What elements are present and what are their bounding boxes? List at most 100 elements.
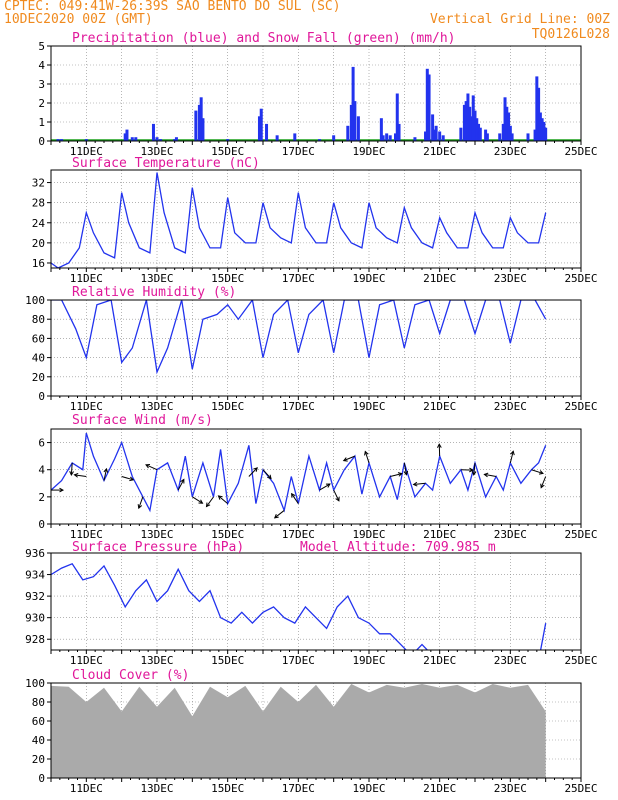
- wind-arrow-head: [469, 467, 474, 473]
- wind-arrow-head: [342, 457, 348, 462]
- precip-bar: [503, 97, 507, 141]
- grid-note: Vertical Grid Line: 00Z: [429, 12, 610, 27]
- precip-bar: [356, 116, 360, 141]
- precip-bar: [130, 137, 134, 141]
- x-tick-label: 21DEC: [423, 654, 456, 667]
- precip-bar: [259, 108, 263, 141]
- wind-arrow-head: [198, 499, 204, 504]
- x-tick-label: 25DEC: [564, 400, 597, 413]
- precip-bar: [498, 133, 502, 141]
- precip-bar: [537, 87, 541, 141]
- x-tick-label: 13DEC: [140, 145, 173, 158]
- wind-arrow: [319, 483, 331, 491]
- cloud-title: Cloud Cover (%): [72, 668, 189, 683]
- wind-arrow: [343, 455, 356, 462]
- pressure-title: Surface Pressure (hPa): [72, 540, 244, 555]
- temperature-panel: 16 20 24 28 32 11DEC 13DEC 15DEC 17DEC 19DEC 21DEC…: [32, 156, 598, 285]
- x-tick-label: 17DEC: [282, 400, 315, 413]
- x-tick-label: 13DEC: [140, 528, 173, 541]
- y-tick-label: 0: [38, 135, 45, 148]
- x-tick-label: 21DEC: [423, 272, 456, 285]
- y-tick-label: 0: [38, 772, 45, 785]
- wind-arrow: [103, 468, 107, 481]
- wind-panel: 0 2 4 6 11DEC 13DEC 15DEC 17DEC 19DEC 21DEC 23DEC 2…: [38, 413, 597, 541]
- precip-plot: [51, 66, 581, 141]
- x-tick-label: 23DEC: [494, 782, 527, 795]
- y-tick-label: 1: [38, 116, 45, 129]
- precip-bar: [501, 123, 505, 141]
- y-tick-label: 20: [32, 371, 45, 384]
- wind-arrow: [274, 510, 285, 519]
- x-tick-label: 19DEC: [352, 782, 385, 795]
- x-tick-label: 21DEC: [423, 400, 456, 413]
- precip-bar: [505, 106, 509, 141]
- y-tick-label: 930: [25, 612, 45, 625]
- precip-bar: [293, 133, 297, 141]
- x-tick-label: 25DEC: [564, 782, 597, 795]
- precip-bar: [477, 123, 481, 141]
- wind-arrow: [192, 496, 203, 504]
- precip-bar: [485, 133, 489, 141]
- wind-arrow-head: [267, 474, 272, 480]
- precip-bar: [201, 118, 205, 141]
- y-tick-label: 28: [32, 197, 45, 210]
- precip-bar: [125, 129, 129, 141]
- x-tick-label: 19DEC: [352, 145, 385, 158]
- x-tick-label: 23DEC: [494, 145, 527, 158]
- wind-arrow-head: [137, 504, 143, 510]
- x-tick-label: 17DEC: [282, 272, 315, 285]
- precip-bar: [385, 133, 389, 141]
- wind-arrow-head: [412, 481, 418, 487]
- x-tick-label: 13DEC: [140, 272, 173, 285]
- x-tick-label: 21DEC: [423, 528, 456, 541]
- y-tick-label: 20: [32, 237, 45, 250]
- precip-bar: [469, 116, 473, 141]
- wind-arrow: [138, 496, 144, 509]
- wind-arrow-head: [437, 443, 442, 448]
- y-tick-label: 5: [38, 40, 45, 53]
- precip-bar: [155, 137, 159, 141]
- precip-bar: [468, 106, 472, 141]
- pressure-panel: 928 930 932 934 936 11DEC 13DEC 15DEC 17DEC 19DEC…: [25, 540, 597, 667]
- x-tick-label: 19DEC: [352, 272, 385, 285]
- wind-arrow-head: [129, 476, 135, 482]
- y-tick-label: 32: [32, 177, 45, 190]
- precip-bar: [84, 139, 88, 141]
- run-datetime: 10DEC2020 00Z (GMT): [4, 12, 153, 27]
- precip-bar: [226, 139, 230, 141]
- station-title: CPTEC: 049:41W-26:39S SAO BENTO DO SUL (…: [4, 0, 341, 14]
- wind-arrow: [403, 462, 407, 475]
- precip-bar: [538, 112, 542, 141]
- precip-bar: [394, 133, 397, 141]
- precip-bar: [346, 125, 350, 141]
- precip-bar: [535, 76, 539, 141]
- precip-bar: [159, 139, 163, 141]
- x-tick-label: 19DEC: [352, 528, 385, 541]
- humidity-title: Relative Humidity (%): [72, 285, 236, 300]
- precip-title: Precipitation (blue) and Snow Fall (gree…: [72, 31, 456, 46]
- precip-bar: [379, 118, 383, 141]
- pressure-frame: [50, 552, 582, 651]
- wind-frame: [50, 428, 582, 525]
- precip-bar: [508, 125, 512, 141]
- x-tick-label: 17DEC: [282, 528, 315, 541]
- precip-bar: [431, 114, 435, 141]
- x-tick-label: 17DEC: [282, 654, 315, 667]
- precip-bar: [318, 139, 322, 141]
- x-tick-label: 13DEC: [140, 782, 173, 795]
- y-tick-label: 100: [25, 677, 45, 690]
- wind-arrow-head: [145, 464, 151, 469]
- x-tick-label: 15DEC: [211, 782, 244, 795]
- precip-bar: [332, 135, 336, 141]
- precip-bar: [441, 135, 445, 141]
- x-tick-label: 11DEC: [70, 654, 103, 667]
- y-tick-label: 2: [38, 491, 45, 504]
- precip-panel: 0 1 2 3 4 5 11DEC 13DEC 15DEC 17DEC 19DEC 21DEC 23DE…: [38, 31, 597, 158]
- x-tick-label: 19DEC: [352, 654, 385, 667]
- wind-arrow: [413, 482, 426, 486]
- wind-arrow: [70, 462, 73, 475]
- wind-arrow-head: [364, 450, 369, 456]
- x-tick-label: 15DEC: [211, 145, 244, 158]
- x-tick-label: 11DEC: [70, 782, 103, 795]
